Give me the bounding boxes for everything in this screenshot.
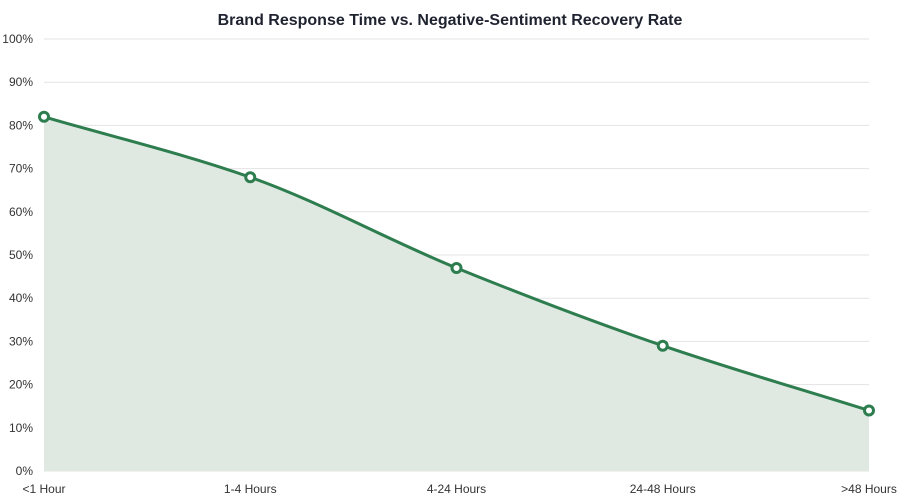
data-point [244, 171, 257, 184]
y-tick-label: 90% [9, 75, 33, 89]
x-tick-label: >48 Hours [841, 482, 897, 496]
y-axis-ticks: 0% 10% 20% 30% 40% 50% 60% 70% 80% 90% 100% [2, 32, 33, 478]
y-tick-label: 40% [9, 291, 33, 305]
data-points [38, 110, 875, 417]
y-tick-label: 10% [9, 421, 33, 435]
x-tick-label: 4-24 Hours [427, 482, 486, 496]
x-tick-label: 24-48 Hours [630, 482, 696, 496]
series-area-fill [44, 116, 869, 471]
y-tick-label: 0% [16, 464, 34, 478]
x-axis-ticks: <1 Hour 1-4 Hours 4-24 Hours 24-48 Hours >48… [22, 482, 896, 496]
data-point [656, 339, 669, 352]
y-tick-label: 100% [2, 32, 33, 46]
y-tick-label: 70% [9, 162, 33, 176]
x-tick-label: 1-4 Hours [224, 482, 277, 496]
y-tick-label: 80% [9, 118, 33, 132]
y-tick-label: 20% [9, 378, 33, 392]
chart-title: Brand Response Time vs. Negative-Sentime… [218, 12, 683, 29]
area-fill-group [44, 116, 869, 471]
y-tick-label: 60% [9, 205, 33, 219]
data-point [38, 110, 50, 123]
data-point [863, 404, 875, 417]
y-tick-label: 30% [9, 334, 33, 348]
x-tick-label: <1 Hour [22, 482, 65, 496]
y-tick-label: 50% [9, 248, 33, 262]
data-point [450, 261, 463, 274]
